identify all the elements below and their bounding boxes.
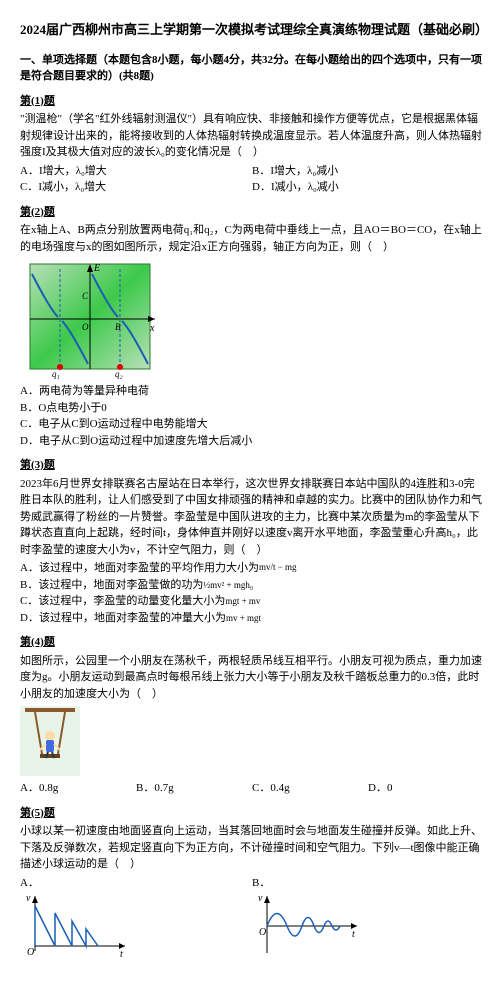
q2-options: A．两电荷为等量异种电荷 B．O点电势小于0 C．电子从C到O运动过程中电势能增… [20, 383, 484, 449]
page-title: 2024届广西柳州市高三上学期第一次模拟考试理综全真演练物理试题（基础必刷） [20, 20, 484, 40]
q3-number: 第(3)题 [20, 457, 484, 474]
q1-options: A．I增大，λ₀增大 B．I增大，λ₀减小 C．I减小，λ₀增大 D．I减小，λ… [20, 163, 484, 196]
q3-b-label: B．该过程中，地面对李盈莹做的功为 [20, 579, 203, 591]
q4-number: 第(4)题 [20, 634, 484, 651]
q4-figure [20, 706, 484, 776]
q3-c-label: C．该过程中，李盈莹的动量变化量大小为 [20, 595, 225, 607]
q3-a-label: A．该过程中，地面对李盈莹的平均作用力大小为 [20, 562, 259, 574]
q5-number: 第(5)题 [20, 805, 484, 822]
q3-text: 2023年6月世界女排联赛名古屋站在日本举行，这次世界女排联赛日本站中国队的4连… [20, 476, 484, 559]
q3-b-formula: ½mv² + mgh₀ [203, 580, 253, 590]
svg-text:B: B [115, 322, 121, 332]
q2-figure: E x O B C q₁ q₂ [20, 259, 484, 379]
q1-option-c: C．I减小，λ₀增大 [20, 179, 252, 196]
svg-text:O: O [82, 322, 89, 332]
q1-option-d: D．I减小，λ₀减小 [252, 179, 484, 196]
q1-number: 第(1)题 [20, 93, 484, 110]
q1-option-a: A．I增大，λ₀增大 [20, 163, 252, 180]
q4-option-d: D．0 [368, 780, 484, 797]
svg-text:O: O [259, 927, 266, 938]
svg-text:E: E [93, 263, 100, 274]
q5-option-b: B． v t O [252, 875, 484, 962]
svg-text:C: C [82, 291, 89, 301]
q4-option-b: B．0.7g [136, 780, 252, 797]
q3-option-c: C．该过程中，李盈莹的动量变化量大小为mgt + mv [20, 593, 484, 610]
svg-text:q₁: q₁ [52, 369, 60, 379]
q2-option-b: B．O点电势小于0 [20, 400, 484, 417]
q1-option-b: B．I增大，λ₀减小 [252, 163, 484, 180]
q4-options: A．0.8g B．0.7g C．0.4g D．0 [20, 780, 484, 797]
q3-option-a: A．该过程中，地面对李盈莹的平均作用力大小为mv/t − mg [20, 560, 484, 577]
q5-text: 小球以某一初速度由地面竖直向上运动，当其落回地面时会与地面发生碰撞并反弹。如此上… [20, 823, 484, 873]
svg-text:t: t [352, 929, 355, 940]
q5-option-a: A． v t O [20, 875, 252, 962]
q3-c-formula: mgt + mv [225, 596, 260, 606]
q3-d-label: D．该过程中，地面对李盈莹的冲量大小为 [20, 612, 226, 624]
q4-option-a: A．0.8g [20, 780, 136, 797]
svg-text:O: O [27, 947, 34, 958]
q3-option-d: D．该过程中，地面对李盈莹的冲量大小为mv + mgt [20, 610, 484, 627]
q2-option-c: C．电子从C到O运动过程中电势能增大 [20, 416, 484, 433]
svg-text:x: x [149, 323, 155, 334]
q2-option-a: A．两电荷为等量异种电荷 [20, 383, 484, 400]
q5-a-label: A． [20, 877, 39, 889]
q2-number: 第(2)题 [20, 204, 484, 221]
q5-b-label: B． [252, 877, 270, 889]
svg-text:t: t [120, 949, 123, 960]
svg-text:v: v [26, 893, 31, 904]
q5-options: A． v t O B． v t O [20, 875, 484, 962]
q4-option-c: C．0.4g [252, 780, 368, 797]
q3-d-formula: mv + mgt [226, 613, 261, 623]
q3-option-b: B．该过程中，地面对李盈莹做的功为½mv² + mgh₀ [20, 577, 484, 594]
q2-text: 在x轴上A、B两点分别放置两电荷q₁和q₂，C为两电荷中垂线上一点，且AO＝BO… [20, 222, 484, 255]
q4-text: 如图所示，公园里一个小朋友在荡秋千，两根轻质吊线互相平行。小朋友可视为质点，重力… [20, 653, 484, 703]
q1-text: "测温枪"（学名"红外线辐射测温仪"）具有响应快、非接触和操作方便等优点，它是根… [20, 111, 484, 161]
svg-text:v: v [258, 893, 263, 904]
section-heading: 一、单项选择题（本题包含8小题，每小题4分，共32分。在每小题给出的四个选项中，… [20, 52, 484, 85]
q3-options: A．该过程中，地面对李盈莹的平均作用力大小为mv/t − mg B．该过程中，地… [20, 560, 484, 626]
q2-option-d: D．电子从C到O运动过程中加速度先增大后减小 [20, 433, 484, 450]
q3-a-formula: mv/t − mg [259, 562, 297, 572]
svg-text:q₂: q₂ [115, 369, 123, 379]
